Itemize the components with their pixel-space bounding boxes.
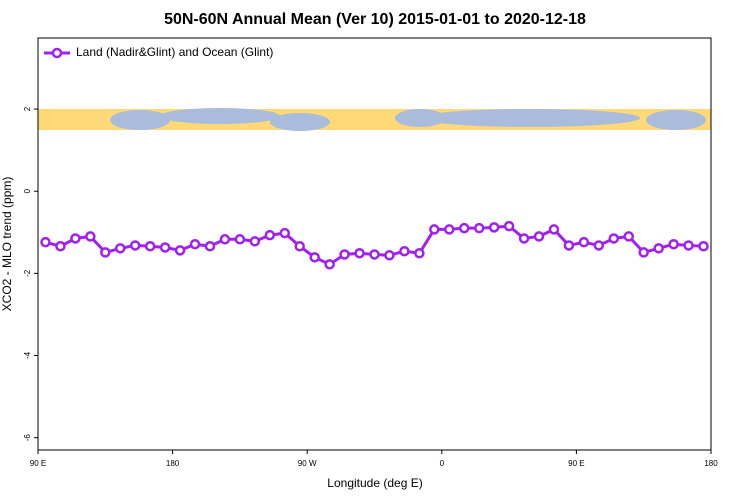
point — [115, 243, 126, 254]
x-tick-label: 90 W — [298, 459, 317, 468]
point — [294, 241, 305, 252]
point — [638, 247, 649, 258]
point — [458, 222, 470, 234]
point — [473, 222, 485, 234]
point — [70, 233, 81, 244]
point — [309, 252, 320, 263]
y-tick-label: -2 — [23, 269, 32, 277]
point — [518, 233, 530, 244]
point — [40, 236, 51, 248]
map-band — [38, 108, 711, 131]
x-tick-label: 90 E — [568, 459, 584, 468]
y-tick-label: 2 — [23, 106, 32, 111]
point — [234, 234, 246, 245]
point — [593, 240, 605, 251]
x-tick-label: 180 — [166, 459, 180, 468]
point — [399, 245, 410, 257]
point — [414, 247, 425, 259]
y-tick-label: -4 — [23, 351, 32, 359]
chart-title: 50N-60N Annual Mean (Ver 10) 2015-01-01 … — [164, 11, 586, 28]
point — [653, 243, 664, 254]
point — [488, 222, 500, 233]
point — [55, 241, 66, 252]
point — [279, 227, 291, 239]
point — [249, 236, 261, 247]
point — [144, 241, 156, 252]
point — [548, 224, 560, 235]
x-tick-label: 0 — [440, 459, 445, 468]
point — [129, 240, 141, 251]
point — [608, 233, 620, 244]
point — [563, 240, 575, 251]
point — [219, 234, 231, 245]
point — [429, 224, 440, 235]
point — [85, 231, 96, 242]
point — [264, 229, 276, 241]
point — [189, 238, 201, 250]
point — [354, 247, 365, 259]
point — [503, 220, 515, 232]
x-tick-label: 180 — [704, 459, 718, 468]
point — [100, 247, 111, 258]
point — [698, 241, 709, 252]
legend-label: Land (Nadir&Glint) and Ocean (Glint) — [76, 45, 273, 59]
point — [324, 259, 335, 270]
point — [204, 241, 216, 252]
plot-frame — [37, 37, 712, 451]
x-tick-label: 90 E — [30, 459, 46, 468]
point — [339, 249, 350, 260]
point — [623, 231, 634, 242]
legend-marker — [51, 47, 63, 59]
y-tick-label: -6 — [23, 434, 32, 442]
x-axis-label: Longitude (deg E) — [327, 476, 422, 490]
point — [159, 242, 171, 253]
y-tick-label: 0 — [23, 188, 32, 193]
point — [578, 236, 590, 248]
point — [444, 224, 455, 235]
point — [384, 250, 395, 261]
point — [668, 238, 679, 250]
point — [533, 231, 545, 242]
y-axis-label: XCO2 - MLO trend (ppm) — [0, 177, 14, 312]
point — [174, 245, 186, 256]
point — [369, 249, 380, 260]
point — [683, 240, 694, 251]
